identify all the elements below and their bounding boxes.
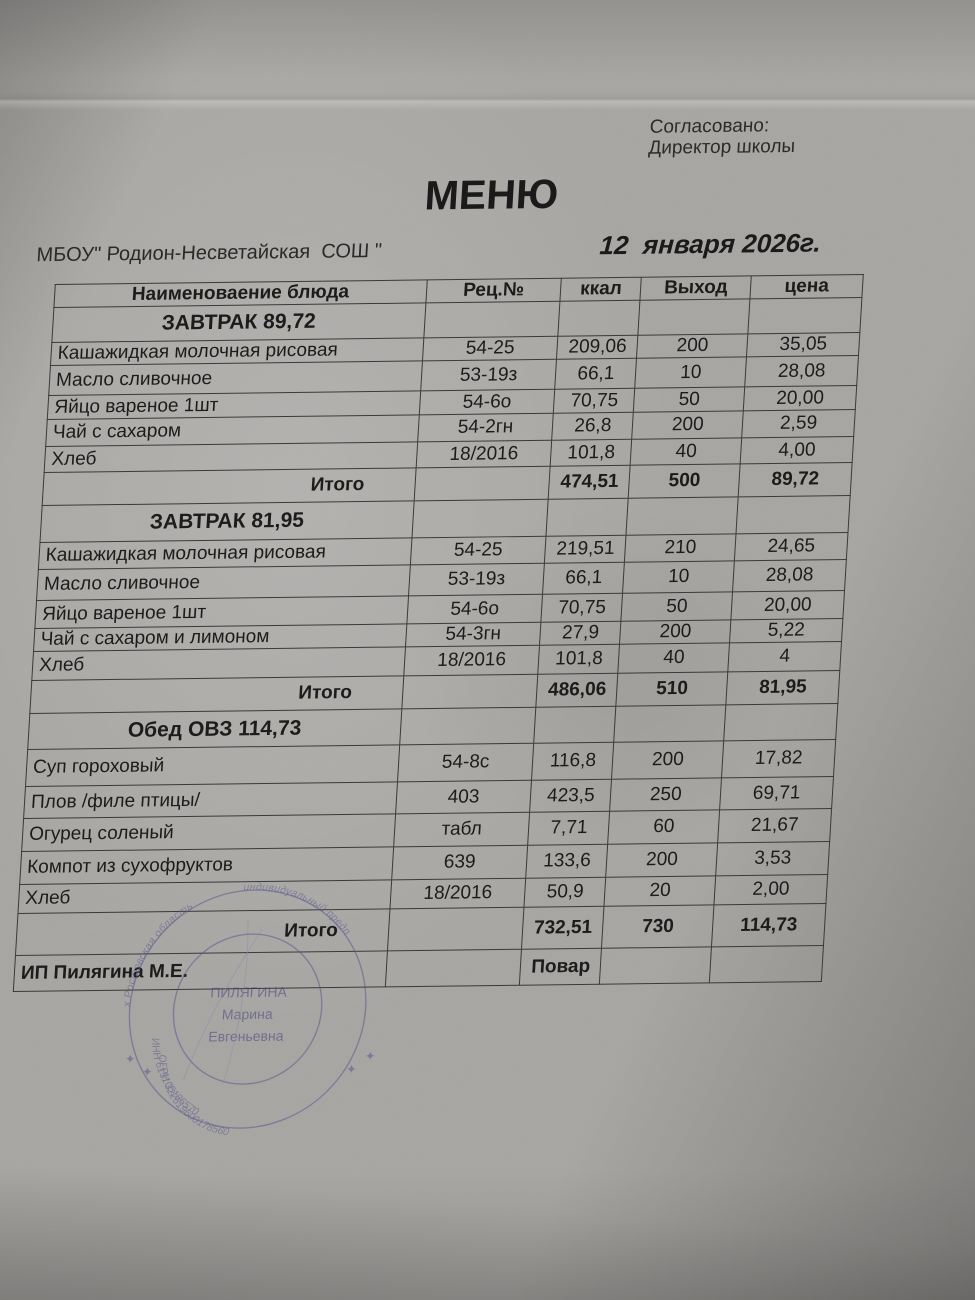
svg-text:ОГРН 322619600178560: ОГРН 322619600178560 bbox=[151, 1053, 235, 1139]
svg-text:индивидуальный предп: индивидуальный предп bbox=[240, 880, 356, 939]
svg-text:✦: ✦ bbox=[142, 1064, 154, 1079]
svg-text:Евгеньевна: Евгеньевна bbox=[208, 1028, 284, 1045]
svg-text:х Ростовская область: х Ростовская область bbox=[121, 900, 196, 1008]
svg-text:Марина: Марина bbox=[221, 1006, 273, 1023]
svg-text:✦: ✦ bbox=[346, 1062, 358, 1077]
svg-text:✦: ✦ bbox=[364, 1048, 376, 1063]
svg-text:✦: ✦ bbox=[124, 1051, 136, 1066]
svg-text:ПИЛЯГИНА: ПИЛЯГИНА bbox=[210, 984, 288, 1001]
